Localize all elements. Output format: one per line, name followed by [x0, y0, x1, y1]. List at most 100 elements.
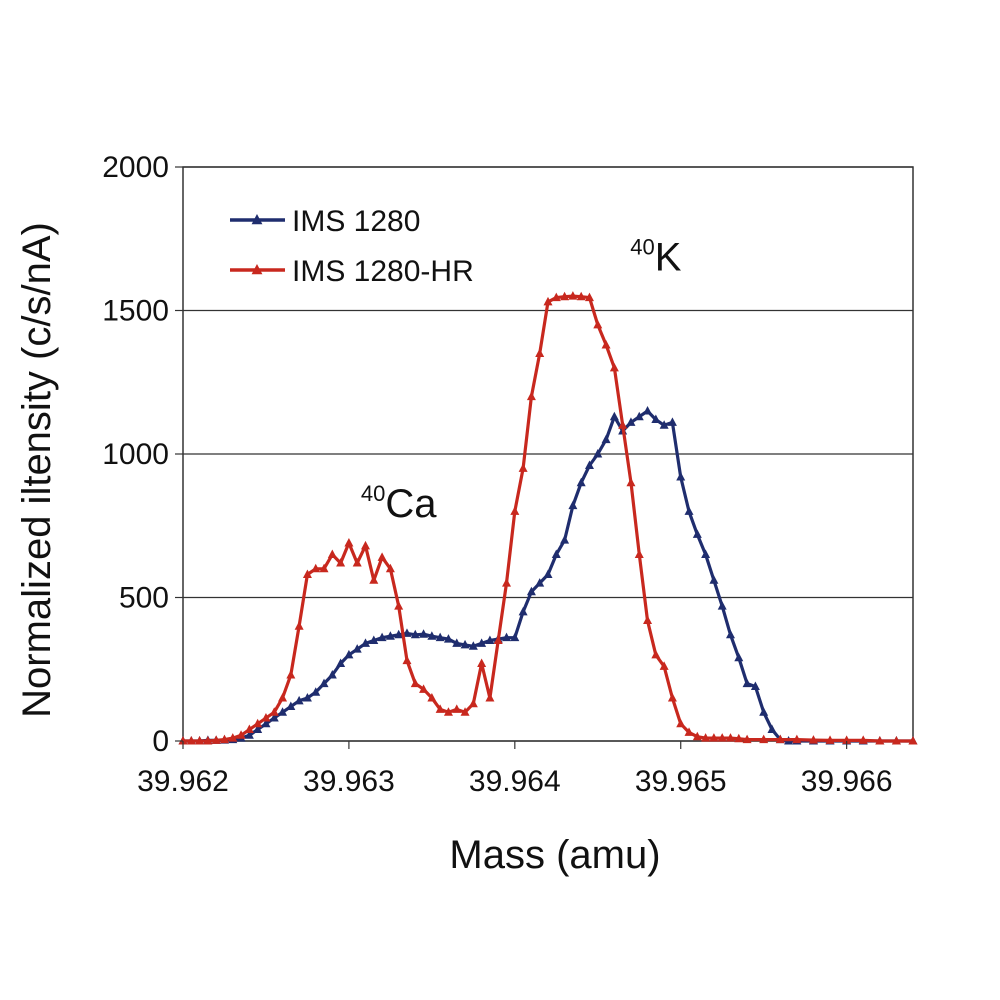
peak-label: 40Ca [361, 481, 437, 526]
data-point [327, 669, 337, 679]
data-point [410, 629, 420, 639]
data-point [443, 707, 453, 716]
data-point [244, 730, 254, 739]
data-point [510, 506, 520, 515]
data-point [759, 707, 769, 716]
data-point [891, 736, 901, 745]
data-point [684, 506, 694, 515]
data-point [327, 549, 337, 558]
data-point [626, 477, 636, 487]
data-point [502, 578, 512, 587]
data-point [767, 724, 777, 734]
legend-swatch-marker [251, 264, 263, 275]
x-tick-label: 39.964 [469, 765, 561, 798]
data-point [244, 724, 254, 734]
data-point [717, 733, 727, 742]
data-point [377, 552, 387, 561]
x-tick-label: 39.962 [137, 765, 229, 798]
y-axis-ticks: 0 500 1000 1500 2000 [102, 151, 183, 758]
data-point [294, 695, 304, 705]
data-point [908, 736, 918, 745]
data-point [344, 649, 354, 659]
x-tick-label: 39.966 [801, 765, 893, 798]
data-point [808, 735, 818, 744]
data-point [742, 678, 752, 688]
data-point [717, 601, 727, 610]
series-layer [178, 291, 918, 745]
data-point [286, 669, 296, 679]
data-point [618, 420, 628, 429]
data-point [493, 635, 503, 645]
series-ims-1280-hr [178, 291, 918, 745]
data-point [584, 460, 594, 469]
data-point [759, 734, 769, 744]
data-point [336, 558, 346, 567]
data-point [261, 718, 271, 728]
data-point [601, 339, 611, 349]
data-point [394, 601, 404, 610]
data-point [576, 291, 586, 301]
data-point [676, 718, 686, 728]
y-tick-label: 1500 [102, 295, 169, 328]
data-point [701, 733, 711, 742]
data-point [319, 563, 329, 573]
data-point [651, 414, 661, 424]
data-point [302, 569, 312, 579]
data-point [734, 733, 744, 743]
y-tick-label: 2000 [102, 151, 169, 184]
data-point [709, 733, 719, 742]
data-point [825, 735, 835, 744]
data-point [269, 707, 279, 716]
legend-label: IMS 1280 [292, 205, 420, 238]
y-tick-label: 0 [152, 725, 169, 758]
data-point [468, 698, 478, 708]
data-point [609, 362, 619, 372]
peak-label-element: K [655, 235, 682, 279]
data-point [684, 727, 694, 736]
data-point [568, 500, 578, 510]
data-point [361, 540, 370, 550]
data-point [477, 638, 487, 647]
data-point [410, 678, 420, 688]
y-tick-label: 500 [119, 582, 169, 615]
series-ims-1280 [178, 405, 918, 745]
data-point [361, 638, 370, 647]
data-point [659, 661, 669, 670]
data-point [750, 681, 760, 690]
data-point [452, 704, 462, 713]
data-point [584, 292, 594, 302]
data-point [311, 687, 321, 696]
data-point [402, 655, 412, 665]
data-point [543, 569, 553, 579]
data-point [385, 631, 395, 640]
x-tick-label: 39.965 [635, 765, 727, 798]
data-point [195, 736, 205, 745]
data-point [186, 736, 196, 745]
data-point [502, 632, 512, 642]
data-point [576, 477, 586, 487]
data-point [228, 733, 238, 742]
data-point [551, 292, 561, 302]
data-point [543, 296, 553, 306]
data-point [634, 549, 644, 558]
data-point [286, 701, 296, 711]
data-point [518, 606, 528, 616]
data-point [651, 649, 661, 659]
data-point [443, 634, 453, 643]
data-point [551, 549, 561, 558]
data-point [626, 417, 636, 426]
peak-label-element: Ca [385, 482, 437, 526]
y-axis-title: Normalized iltensity (c/s/nA) [15, 222, 59, 718]
data-point [460, 639, 470, 649]
data-point [319, 678, 329, 688]
data-point [601, 434, 611, 444]
legend-swatch-marker [251, 214, 263, 225]
data-point [278, 692, 288, 702]
data-point [593, 319, 603, 329]
data-point [692, 731, 702, 741]
data-point [352, 644, 362, 653]
data-point [369, 635, 379, 645]
data-point [419, 684, 429, 693]
data-point [302, 692, 312, 702]
